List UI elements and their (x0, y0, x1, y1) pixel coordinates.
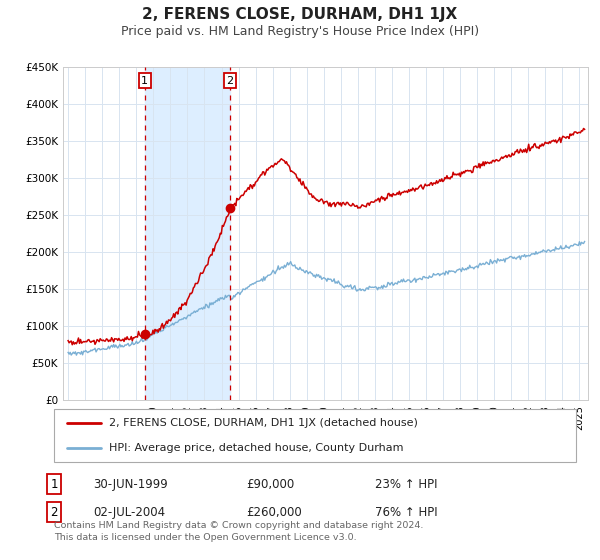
Text: 02-JUL-2004: 02-JUL-2004 (93, 506, 165, 519)
Text: 1: 1 (50, 478, 58, 491)
Text: 76% ↑ HPI: 76% ↑ HPI (375, 506, 437, 519)
Text: HPI: Average price, detached house, County Durham: HPI: Average price, detached house, Coun… (109, 442, 403, 452)
Text: £90,000: £90,000 (246, 478, 294, 491)
Text: 2: 2 (226, 76, 233, 86)
Text: 2: 2 (50, 506, 58, 519)
Text: Contains HM Land Registry data © Crown copyright and database right 2024.
This d: Contains HM Land Registry data © Crown c… (54, 521, 424, 542)
Text: 30-JUN-1999: 30-JUN-1999 (93, 478, 168, 491)
Bar (145, 67, 230, 400)
Text: £260,000: £260,000 (246, 506, 302, 519)
Text: Price paid vs. HM Land Registry's House Price Index (HPI): Price paid vs. HM Land Registry's House … (121, 25, 479, 38)
FancyBboxPatch shape (54, 409, 576, 462)
Text: 1: 1 (142, 76, 148, 86)
Text: 23% ↑ HPI: 23% ↑ HPI (375, 478, 437, 491)
Text: 2, FERENS CLOSE, DURHAM, DH1 1JX: 2, FERENS CLOSE, DURHAM, DH1 1JX (142, 7, 458, 22)
Text: 2, FERENS CLOSE, DURHAM, DH1 1JX (detached house): 2, FERENS CLOSE, DURHAM, DH1 1JX (detach… (109, 418, 418, 428)
